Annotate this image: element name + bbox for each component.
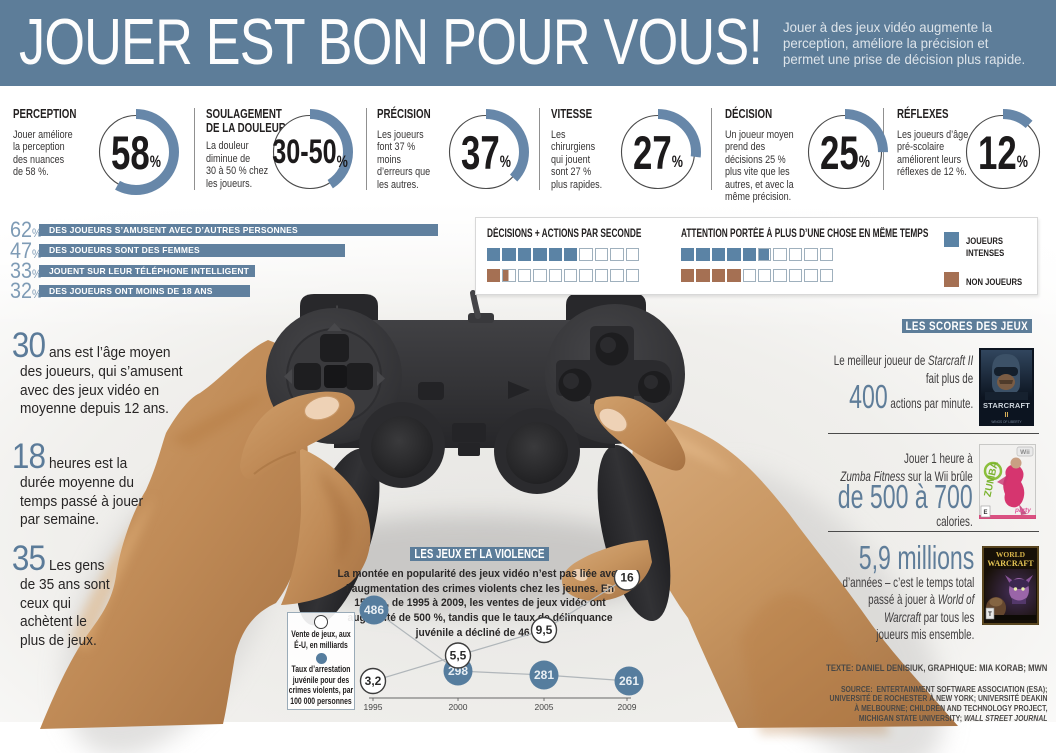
svg-text:WINGS OF LIBERTY: WINGS OF LIBERTY (991, 420, 1022, 424)
svg-text:party: party (1014, 507, 1031, 514)
svg-text:16: 16 (620, 571, 634, 585)
svg-text:II: II (1005, 412, 1009, 419)
svg-text:2000: 2000 (449, 702, 468, 710)
svg-text:WARCRAFT: WARCRAFT (987, 559, 1034, 568)
svg-text:1995: 1995 (364, 702, 383, 710)
svg-text:Wii: Wii (1020, 449, 1030, 456)
svg-text:3,2: 3,2 (365, 674, 382, 688)
svg-text:2009: 2009 (618, 702, 637, 710)
svg-text:486: 486 (364, 603, 384, 617)
svg-text:261: 261 (619, 674, 639, 688)
svg-text:281: 281 (534, 668, 554, 682)
svg-text:T: T (988, 612, 992, 618)
svg-text:STARCRAFT: STARCRAFT (983, 401, 1030, 410)
svg-text:5,5: 5,5 (450, 649, 467, 663)
svg-text:2005: 2005 (535, 702, 554, 710)
svg-text:E: E (983, 510, 987, 516)
svg-text:9,5: 9,5 (536, 623, 553, 637)
svg-text:WORLD: WORLD (996, 550, 1026, 559)
